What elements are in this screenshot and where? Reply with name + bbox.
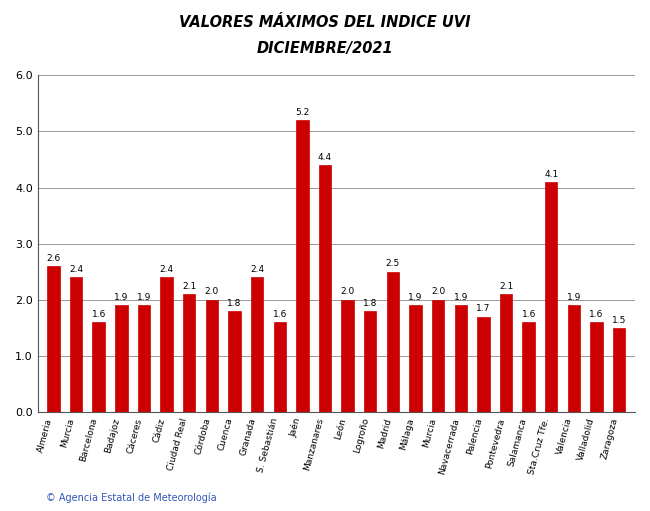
Text: © Agencia Estatal de Meteorología: © Agencia Estatal de Meteorología (46, 493, 216, 503)
Text: 1.9: 1.9 (454, 293, 468, 302)
Bar (410, 306, 422, 412)
Bar (138, 306, 150, 412)
Text: 2.4: 2.4 (69, 265, 83, 274)
Text: 5.2: 5.2 (295, 108, 309, 117)
Bar (454, 306, 467, 412)
Text: 1.7: 1.7 (476, 304, 491, 313)
Bar (545, 182, 558, 412)
Bar (477, 317, 489, 412)
Text: 2.4: 2.4 (250, 265, 264, 274)
Bar (318, 165, 332, 412)
Bar (500, 294, 512, 412)
Text: 2.0: 2.0 (431, 287, 445, 296)
Bar (523, 322, 535, 412)
Bar (341, 300, 354, 412)
Text: 2.1: 2.1 (499, 282, 513, 291)
Bar (590, 322, 603, 412)
Bar (274, 322, 286, 412)
Bar (251, 277, 263, 412)
Text: 2.6: 2.6 (46, 254, 60, 263)
Text: VALORES MÁXIMOS DEL INDICE UVI: VALORES MÁXIMOS DEL INDICE UVI (179, 15, 471, 30)
Text: 2.1: 2.1 (182, 282, 196, 291)
Bar (70, 277, 83, 412)
Bar (364, 311, 376, 412)
Text: 1.6: 1.6 (92, 310, 106, 319)
Text: 1.6: 1.6 (272, 310, 287, 319)
Text: 1.9: 1.9 (114, 293, 129, 302)
Bar (613, 328, 625, 412)
Bar (115, 306, 127, 412)
Text: 1.8: 1.8 (363, 298, 378, 308)
Bar (387, 272, 399, 412)
Bar (92, 322, 105, 412)
Text: DICIEMBRE/2021: DICIEMBRE/2021 (257, 41, 393, 56)
Text: 1.6: 1.6 (590, 310, 604, 319)
Bar (161, 277, 173, 412)
Text: 2.5: 2.5 (385, 260, 400, 268)
Bar (228, 311, 240, 412)
Text: 1.9: 1.9 (136, 293, 151, 302)
Text: 4.1: 4.1 (544, 170, 558, 178)
Text: 1.9: 1.9 (408, 293, 422, 302)
Text: 1.5: 1.5 (612, 315, 627, 324)
Text: 1.8: 1.8 (227, 298, 242, 308)
Text: 1.6: 1.6 (521, 310, 536, 319)
Text: 2.0: 2.0 (205, 287, 219, 296)
Bar (47, 266, 60, 412)
Text: 4.4: 4.4 (318, 153, 332, 161)
Text: 1.9: 1.9 (567, 293, 581, 302)
Text: 2.4: 2.4 (159, 265, 174, 274)
Text: 2.0: 2.0 (341, 287, 355, 296)
Bar (296, 120, 309, 412)
Bar (183, 294, 196, 412)
Bar (205, 300, 218, 412)
Bar (432, 300, 445, 412)
Bar (567, 306, 580, 412)
